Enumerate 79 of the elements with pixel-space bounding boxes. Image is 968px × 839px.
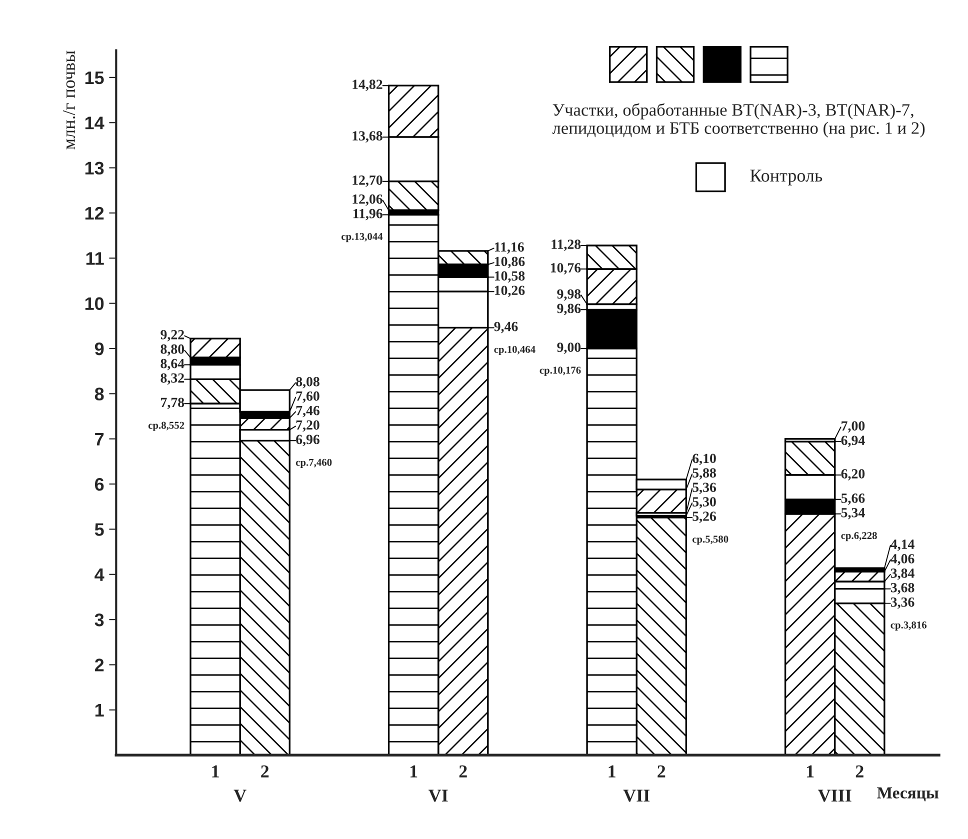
- legend-label: Контроль: [750, 170, 822, 186]
- annotation: ср.5,580: [692, 536, 728, 545]
- y-tick-label: 8: [94, 388, 104, 400]
- data-label: 5,26: [692, 512, 716, 523]
- data-label: 10,86: [494, 256, 525, 268]
- annotation: ср.13,044: [342, 232, 383, 242]
- data-label: 5,88: [692, 468, 716, 480]
- x-tick-label: 1: [410, 765, 418, 778]
- data-label: 11,96: [353, 208, 382, 220]
- data-label: 11,16: [494, 242, 524, 254]
- x-tick-label: 2: [856, 765, 864, 778]
- y-tick-label: 11: [86, 252, 104, 265]
- data-label: 6,94: [841, 436, 865, 448]
- data-label: 9,86: [557, 304, 581, 316]
- y-tick-label: 9: [94, 342, 104, 356]
- text: VI: [428, 790, 448, 802]
- data-label: 11,28: [552, 240, 581, 251]
- y-tick-label: 10: [85, 297, 104, 310]
- x-tick-label: 1: [608, 765, 616, 778]
- data-label: 8,08: [296, 376, 320, 388]
- data-label: 9,46: [494, 322, 518, 334]
- data-label: 10,58: [494, 271, 525, 283]
- text: VII: [623, 790, 650, 802]
- data-label: 3,84: [890, 568, 914, 580]
- data-label: 4,14: [890, 540, 914, 551]
- y-tick-label: 15: [85, 72, 104, 84]
- y-tick-label: 3: [94, 614, 104, 626]
- y-tick-label: 14: [85, 116, 104, 130]
- data-label: 7,78: [161, 398, 184, 410]
- data-label: 5,66: [841, 494, 865, 505]
- data-label: 9,00: [557, 342, 581, 354]
- text: ср.8,552: [148, 422, 184, 431]
- data-label: 5,30: [692, 497, 716, 509]
- data-label: 4,06: [890, 554, 914, 566]
- data-label: 7,60: [296, 391, 320, 403]
- text: V: [234, 790, 246, 802]
- x-tick-label: 2: [459, 765, 467, 778]
- y-tick-label: 1: [95, 704, 104, 716]
- x-tick-label: 1: [807, 765, 814, 778]
- data-label: 7,20: [296, 420, 320, 432]
- annotation: ср.6,228: [841, 532, 877, 542]
- data-label: 14,82: [352, 80, 382, 92]
- y-tick-label: 2: [94, 658, 104, 672]
- data-label: 8,32: [160, 373, 184, 385]
- annotation: ср.7,460: [296, 458, 332, 468]
- x-axis-title: Месяцы: [877, 787, 939, 802]
- data-label: 10,26: [494, 286, 525, 298]
- x-tick-label: 2: [658, 765, 666, 778]
- annotation: ср.10,176: [540, 366, 581, 376]
- data-label: 12,06: [352, 194, 382, 206]
- x-tick-label: 1: [212, 765, 219, 778]
- data-label: 7,00: [842, 421, 865, 433]
- y-tick-label: 6: [94, 478, 104, 491]
- data-label: 6,20: [841, 469, 865, 480]
- text: ср.3,816: [890, 621, 927, 631]
- data-label: 3,36: [890, 597, 914, 609]
- y-tick-label: 5: [94, 523, 104, 536]
- data-label: 5,34: [841, 508, 865, 520]
- y-axis-title: млн./г почвы: [62, 50, 76, 150]
- data-label: 8,64: [160, 358, 184, 370]
- legend-title: Участки, обработанные BT(NAR)-3, BT(NAR)-7, лепидоцидом и БТБ соответственно (на рис. 1 и 2): [552, 103, 925, 138]
- y-tick-label: 12: [85, 206, 104, 220]
- data-label: 8,80: [160, 344, 184, 356]
- text: VIII: [818, 790, 852, 802]
- x-tick-label: 2: [261, 765, 269, 778]
- data-label: 7,46: [296, 406, 320, 418]
- y-tick-label: 13: [85, 162, 104, 175]
- data-label: 9,98: [557, 289, 581, 301]
- data-label: 6,96: [296, 434, 320, 446]
- y-tick-label: 7: [95, 432, 104, 446]
- data-label: 9,22: [160, 330, 184, 342]
- y-tick-label: 4: [94, 568, 104, 581]
- data-label: 12,70: [352, 175, 382, 187]
- data-label: 3,68: [890, 582, 914, 594]
- data-label: 10,76: [550, 263, 581, 274]
- data-label: 5,36: [692, 482, 716, 494]
- data-label: 6,10: [692, 454, 716, 466]
- data-label: 13,68: [352, 131, 382, 143]
- annotation: ср.10,464: [494, 346, 536, 356]
